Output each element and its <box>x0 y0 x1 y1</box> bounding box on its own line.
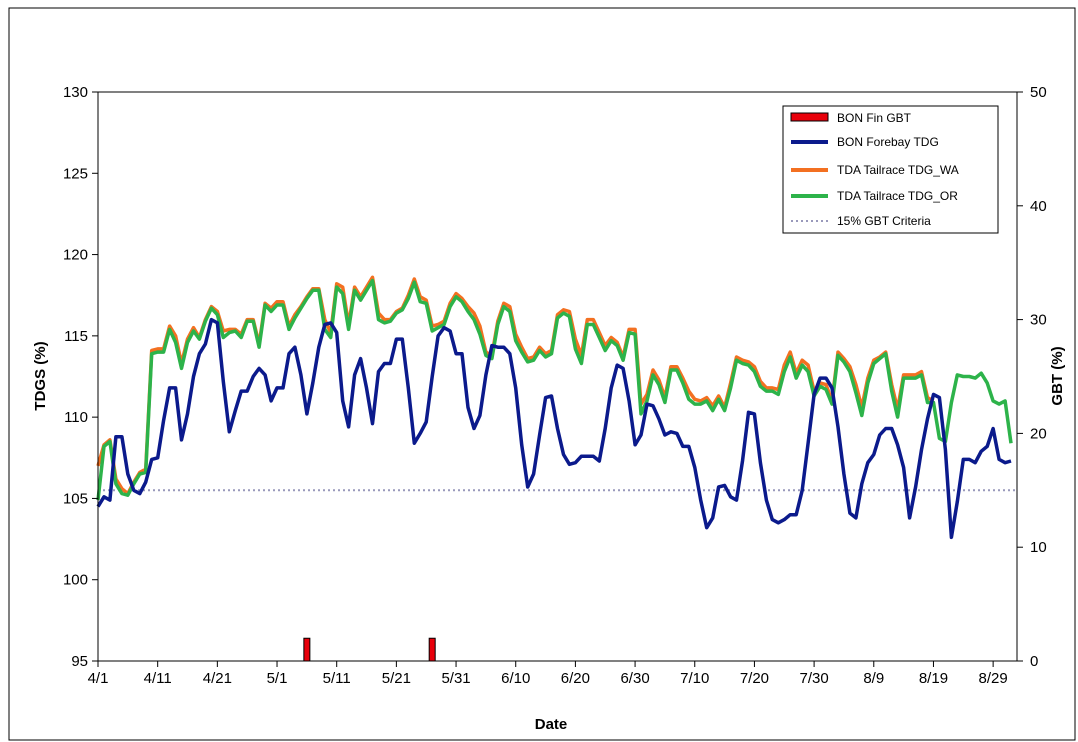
series-line-bon-forebay-tdg <box>96 317 1012 540</box>
x-tick-label: 5/21 <box>382 670 411 687</box>
y2-tick-label: 10 <box>1030 539 1047 556</box>
x-tick-label: 4/11 <box>144 670 172 687</box>
x-tick-label: 8/29 <box>979 670 1008 687</box>
x-tick-label: 4/21 <box>203 670 232 687</box>
gbt-bar <box>303 637 311 662</box>
x-tick-label: 5/31 <box>441 670 470 687</box>
x-tick-label: 7/30 <box>800 670 829 687</box>
legend-label-bon-forebay: BON Forebay TDG <box>837 135 939 149</box>
x-tick-label: 5/1 <box>267 670 288 687</box>
y2-tick-label: 20 <box>1030 425 1047 442</box>
x-tick-label: 7/20 <box>740 670 769 687</box>
legend-label-criteria: 15% GBT Criteria <box>837 214 931 228</box>
x-axis-title: Date <box>535 716 568 733</box>
x-tick-label: 6/20 <box>561 670 590 687</box>
legend-label-tda-or: TDA Tailrace TDG_OR <box>837 189 958 203</box>
legend-label-bon-fin-gbt: BON Fin GBT <box>837 111 912 125</box>
y2-tick-label: 0 <box>1030 653 1038 670</box>
y2-tick-label: 40 <box>1030 198 1047 215</box>
y-axis-title: TDGS (%) <box>32 341 49 410</box>
x-tick-label: 7/10 <box>680 670 709 687</box>
y-tick-label: 95 <box>71 653 88 670</box>
x-tick-label: 5/11 <box>323 670 351 687</box>
x-tick-label: 6/10 <box>501 670 530 687</box>
series-layer <box>96 275 1013 540</box>
x-tick-label: 8/19 <box>919 670 948 687</box>
x-tick-label: 4/1 <box>88 670 109 687</box>
y-tick-label: 115 <box>64 328 88 345</box>
legend-label-tda-wa: TDA Tailrace TDG_WA <box>837 163 959 177</box>
plot-border <box>97 91 1018 662</box>
y-tick-label: 125 <box>63 165 88 182</box>
gbt-bar <box>428 637 436 662</box>
legend-swatch-bon-fin-gbt <box>790 112 829 122</box>
x-tick-label: 8/9 <box>863 670 884 687</box>
x-tick-label: 6/30 <box>620 670 649 687</box>
y-tick-label: 105 <box>63 490 88 507</box>
axes-layer: 95 100 105 110 115 120 125 130 0 10 20 30 40 50 4/1 4/1… <box>63 84 1047 687</box>
y2-tick-label: 30 <box>1030 312 1047 329</box>
y2-axis-title: GBT (%) <box>1049 346 1066 405</box>
legend: BON Fin GBT BON Forebay TDG TDA Tailrace… <box>782 105 999 234</box>
y-tick-label: 120 <box>63 247 88 264</box>
series-line-tda-tailrace-tdg-or <box>96 278 1013 501</box>
plot-area: 95 100 105 110 115 120 125 130 0 10 20 30 40 50 4/1 4/1… <box>63 84 1047 687</box>
y-tick-label: 130 <box>63 84 88 101</box>
y-tick-label: 110 <box>64 409 88 426</box>
y2-tick-label: 50 <box>1030 84 1047 101</box>
y-tick-label: 100 <box>63 572 88 589</box>
